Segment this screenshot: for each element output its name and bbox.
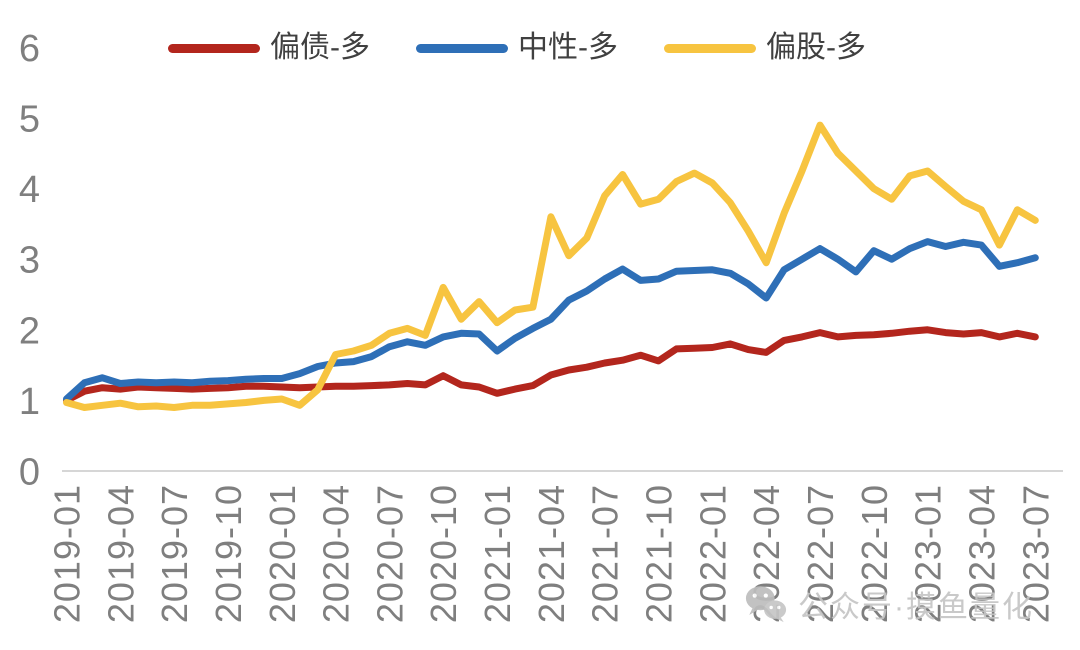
x-tick-label: 2021-01 — [477, 484, 518, 623]
x-tick-label: 2020-01 — [262, 484, 303, 623]
x-tick-label: 2023-04 — [961, 484, 1002, 623]
y-tick-label: 0 — [19, 452, 40, 494]
legend-label-neutral-long: 中性-多 — [518, 31, 618, 64]
x-tick-label: 2020-07 — [369, 484, 410, 623]
legend-item-neutral-long: 中性-多 — [416, 33, 618, 63]
y-tick-label: 4 — [19, 169, 40, 211]
watermark: 公众号·摸鱼量化 — [744, 582, 1034, 626]
legend-swatch-neutral-long — [416, 43, 508, 53]
y-tick-label: 3 — [19, 240, 40, 282]
chart-legend: 偏债-多 中性-多 偏股-多 — [168, 33, 866, 63]
x-tick-label: 2020-10 — [423, 484, 464, 623]
wechat-icon — [745, 586, 787, 623]
x-tick-label: 2019-01 — [47, 484, 88, 623]
y-tick-label: 5 — [19, 99, 40, 141]
series-line-1 — [63, 326, 1039, 404]
y-tick-label: 1 — [19, 381, 40, 423]
y-tick-label: 6 — [19, 28, 40, 70]
legend-item-bond-long: 偏债-多 — [168, 33, 370, 63]
x-tick-label: 2023-01 — [908, 484, 949, 623]
x-tick-label: 2019-10 — [208, 484, 249, 623]
legend-swatch-equity-long — [664, 43, 756, 53]
legend-swatch-bond-long — [168, 43, 260, 53]
x-tick-label: 2023-07 — [1015, 484, 1056, 623]
x-tick-label: 2022-01 — [692, 484, 733, 623]
x-tick-label: 2022-10 — [854, 484, 895, 623]
watermark-text: 公众号·摸鱼量化 — [798, 591, 1034, 624]
legend-label-equity-long: 偏股-多 — [766, 31, 866, 64]
x-tick-label: 2022-07 — [800, 484, 841, 623]
x-tick-label: 2020-04 — [316, 484, 357, 623]
x-tick-label: 2019-04 — [100, 484, 141, 623]
series-line-2 — [63, 238, 1039, 403]
legend-item-equity-long: 偏股-多 — [664, 33, 866, 63]
x-tick-label: 2019-07 — [154, 484, 195, 623]
x-tick-label: 2021-04 — [531, 484, 572, 623]
x-tick-label: 2021-10 — [639, 484, 680, 623]
x-tick-label: 2021-07 — [585, 484, 626, 623]
y-tick-label: 2 — [19, 310, 40, 352]
series-line-3 — [63, 121, 1039, 411]
legend-label-bond-long: 偏债-多 — [270, 31, 370, 64]
